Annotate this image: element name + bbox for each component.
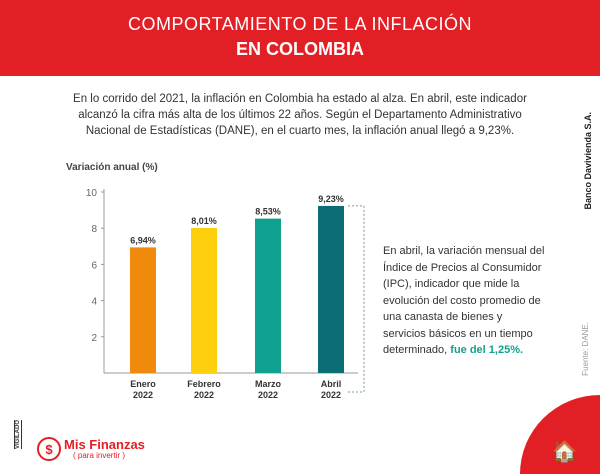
y-tick-label: 4 [91,297,97,308]
x-tick-label: 2022 [258,390,278,400]
y-tick-label: 2 [91,333,97,344]
x-tick-label: 2022 [194,390,214,400]
y-tick-label: 8 [91,224,97,235]
mis-finanzas-logo: $ Mis Finanzas ( para invertir ) [37,437,145,461]
source-label: Fuente: DANE. [581,322,590,376]
bar-marzo [255,219,281,373]
bar-chart: 2468106,94%Enero20228,01%Febrero20228,53… [0,0,600,474]
bar-abril [318,206,344,373]
data-label: 8,53% [255,207,281,217]
x-tick-label: Enero [130,379,156,389]
brand-label: Banco Davivienda S.A. [583,112,593,210]
y-tick-label: 10 [86,188,98,199]
logo-name: Mis Finanzas [64,438,145,451]
x-tick-label: Febrero [187,379,221,389]
bar-febrero [191,228,217,373]
x-tick-label: Abril [321,379,342,389]
dashed-bracket [348,206,364,392]
y-tick-label: 6 [91,260,97,271]
side-note-text: En abril, la variación mensual del Índic… [383,245,544,356]
davivienda-house-icon: 🏠 [552,440,577,464]
bar-enero [130,247,156,373]
data-label: 6,94% [130,235,156,245]
logo-tagline: ( para invertir ) [73,451,145,460]
x-tick-label: 2022 [321,390,341,400]
x-tick-label: 2022 [133,390,153,400]
dollar-icon: $ [37,437,61,461]
side-note-highlight: fue del 1,25%. [450,344,523,356]
vigilado-label: VIGILADO [14,420,22,449]
data-label: 8,01% [191,216,217,226]
data-label: 9,23% [318,194,344,204]
x-tick-label: Marzo [255,379,282,389]
side-note: En abril, la variación mensual del Índic… [383,243,548,359]
